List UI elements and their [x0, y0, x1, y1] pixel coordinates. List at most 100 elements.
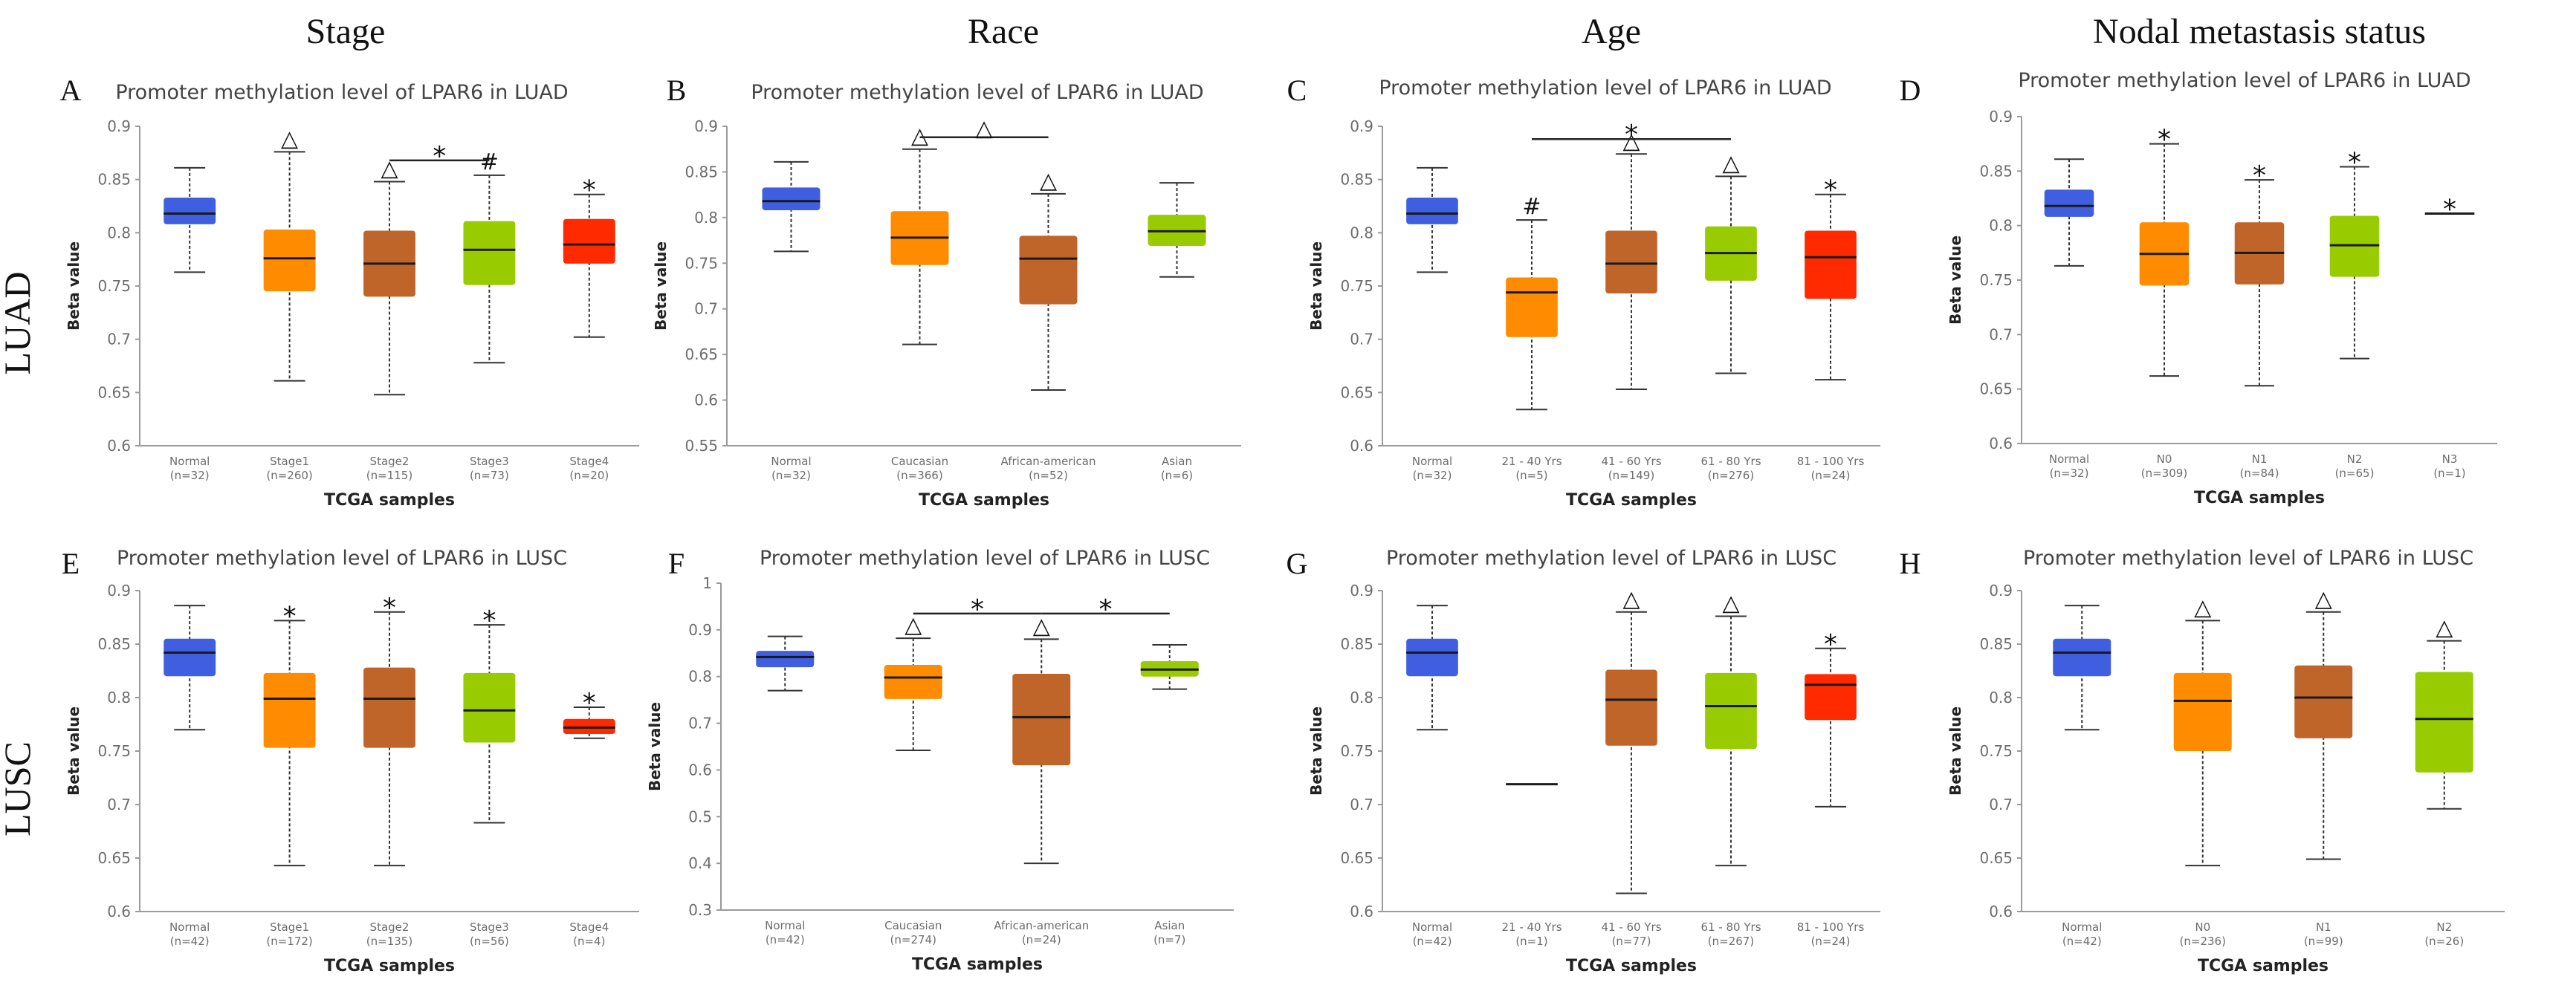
box-body	[2415, 672, 2473, 773]
x-tick-label: N1	[2252, 452, 2268, 466]
y-tick-label: 0.8	[1989, 217, 2013, 235]
x-tick-count: (n=149)	[1608, 469, 1654, 482]
box-1	[263, 620, 316, 867]
box-body	[1705, 672, 1757, 750]
x-tick-count: (n=99)	[2304, 935, 2343, 948]
box-3	[1140, 643, 1199, 690]
x-tick-count: (n=42)	[766, 933, 805, 946]
x-tick-label: Stage1	[270, 920, 309, 934]
box-body	[363, 667, 415, 748]
x-tick-label: 81 - 100 Yrs	[1797, 920, 1865, 934]
box-0	[762, 160, 821, 253]
x-tick-count: (n=6)	[1161, 469, 1193, 482]
x-tick-label: Stage2	[370, 455, 410, 468]
significance-marker: *	[2158, 125, 2171, 155]
box-body	[1805, 230, 1857, 299]
x-tick-count: (n=260)	[266, 469, 312, 482]
y-tick-label: 0.9	[107, 582, 131, 600]
box-body	[2053, 638, 2111, 677]
significance-marker: △	[2315, 586, 2332, 612]
y-tick-label: 0.65	[1340, 383, 1373, 401]
x-tick-label: 41 - 60 Yrs	[1601, 920, 1661, 934]
x-tick-count: (n=26)	[2424, 935, 2464, 948]
x-tick-label: Asian	[1162, 455, 1192, 468]
significance-marker: △	[2194, 594, 2211, 620]
x-tick-count: (n=32)	[1413, 469, 1452, 482]
y-axis-title: Beta value	[65, 706, 82, 796]
y-axis-title: Beta value	[1307, 241, 1325, 331]
y-tick-label: 0.6	[1989, 435, 2013, 452]
box-body	[1605, 230, 1657, 294]
box-body	[1805, 674, 1857, 721]
box-body	[164, 638, 216, 677]
x-tick-count: (n=24)	[1811, 935, 1851, 948]
y-tick-label: 1	[702, 574, 712, 592]
panel-a: A Promoter methylation level of LPAR6 in …	[60, 74, 639, 510]
y-tick-label: 0.3	[688, 901, 712, 919]
x-tick-count: (n=5)	[1515, 469, 1547, 482]
panel-letter: E	[62, 547, 80, 580]
x-axis-title: TCGA samples	[2198, 957, 2329, 975]
y-tick-label: 0.65	[685, 345, 718, 363]
x-tick-count: (n=1)	[1515, 935, 1547, 948]
bracket-symbol: △	[975, 116, 992, 142]
x-axis-title: TCGA samples	[1566, 957, 1697, 975]
x-tick-label: Normal	[169, 455, 210, 468]
box-2	[2234, 179, 2285, 387]
box-1	[884, 637, 942, 752]
chart-title: Promoter methylation level of LPAR6 in L…	[117, 547, 567, 570]
panels: A Promoter methylation level of LPAR6 in …	[60, 69, 2505, 975]
box-2	[1019, 192, 1078, 392]
x-tick-label: N2	[2436, 920, 2452, 934]
significance-marker: *	[2253, 160, 2266, 191]
y-tick-label: 0.65	[97, 849, 131, 867]
x-tick-count: (n=56)	[470, 935, 509, 948]
y-tick-label: 0.6	[688, 761, 712, 779]
y-tick-label: 0.7	[1350, 331, 1373, 348]
panel-letter: A	[60, 74, 82, 107]
x-tick-count: (n=172)	[266, 935, 312, 948]
y-axis-title: Beta value	[646, 702, 664, 791]
x-tick-label: Normal	[771, 455, 811, 468]
panel-f: F Promoter methylation level of LPAR6 in …	[646, 547, 1234, 974]
x-tick-label: N2	[2347, 452, 2363, 466]
y-tick-label: 0.85	[685, 163, 718, 181]
y-tick-label: 0.85	[1979, 162, 2013, 180]
y-tick-label: 0.7	[688, 715, 712, 732]
x-tick-count: (n=135)	[366, 935, 412, 948]
box-0	[164, 605, 216, 731]
box-0	[164, 166, 216, 273]
box-body	[1406, 638, 1458, 677]
x-tick-label: N1	[2316, 920, 2331, 934]
x-tick-count: (n=276)	[1708, 469, 1754, 482]
y-tick-label: 0.75	[685, 254, 718, 272]
significance-marker: *	[2348, 147, 2361, 178]
panel-letter: D	[1900, 74, 1921, 107]
significance-marker: △	[1722, 150, 1739, 176]
y-tick-label: 0.7	[107, 331, 131, 348]
x-tick-count: (n=42)	[170, 935, 210, 948]
x-axis-title: TCGA samples	[1566, 491, 1697, 510]
row-label-lusc: LUSC	[0, 741, 38, 837]
significance-marker: *	[482, 605, 496, 636]
x-tick-count: (n=32)	[2050, 467, 2089, 480]
box-body	[263, 230, 316, 292]
x-tick-count: (n=77)	[1612, 935, 1651, 948]
box-0	[756, 635, 815, 692]
y-tick-label: 0.8	[1350, 224, 1373, 241]
box-2	[1012, 638, 1071, 865]
y-tick-label: 0.8	[688, 668, 712, 686]
y-tick-label: 0.6	[1350, 437, 1373, 455]
x-tick-label: African-american	[994, 919, 1089, 932]
box-3	[1705, 175, 1757, 374]
chart-title: Promoter methylation level of LPAR6 in L…	[751, 81, 1203, 104]
x-tick-label: Asian	[1154, 919, 1185, 932]
y-tick-label: 0.8	[694, 209, 718, 227]
box-1	[2139, 143, 2190, 377]
x-tick-count: (n=73)	[470, 469, 509, 482]
box-3	[1148, 182, 1206, 278]
panel-b: B Promoter methylation level of LPAR6 in …	[652, 74, 1241, 510]
x-tick-count: (n=4)	[573, 935, 605, 948]
